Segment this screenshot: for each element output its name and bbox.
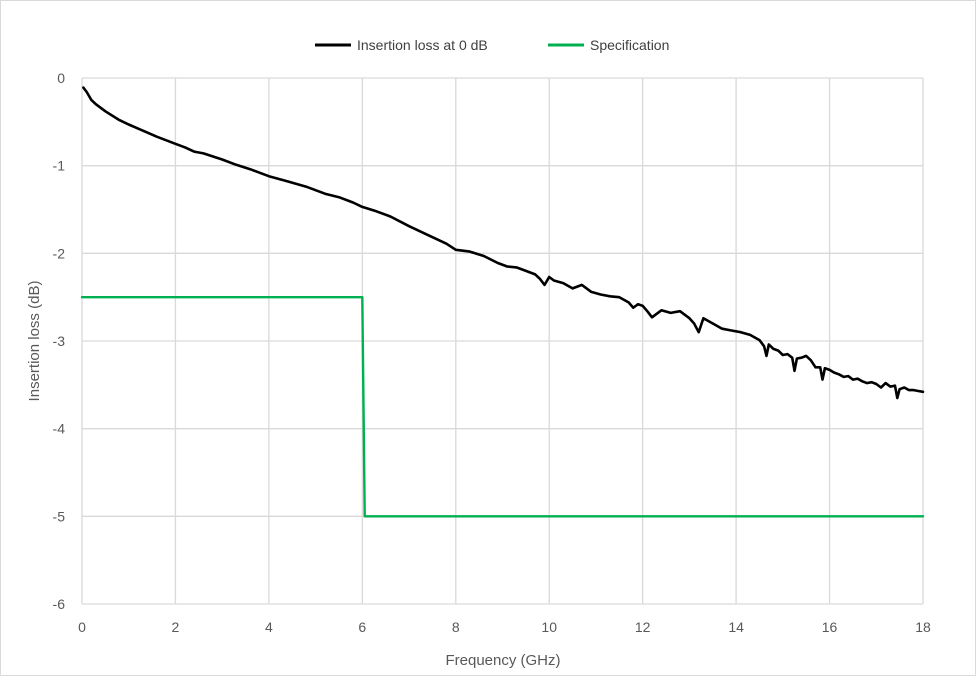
x-tick-label: 4: [265, 619, 273, 635]
specification-line: [80, 296, 925, 518]
y-axis-title: Insertion loss (dB): [26, 281, 43, 402]
y-tick-label: -6: [53, 596, 66, 612]
x-tick-label: 6: [358, 619, 366, 635]
series-layer: [80, 86, 925, 518]
legend-label-insertion-loss: Insertion loss at 0 dB: [357, 37, 488, 53]
grid-layer: [81, 77, 924, 605]
x-tick-label: 14: [728, 619, 744, 635]
tick-label-layer: 0 2 4 6 8 10 12 14 16 18 0 -1 -2 -3 -4 -5 -6: [53, 70, 931, 635]
y-tick-label: -3: [53, 333, 66, 349]
y-tick-label: -1: [53, 158, 66, 174]
y-tick-label: -4: [53, 421, 66, 437]
x-tick-label: 18: [915, 619, 931, 635]
y-tick-label: -2: [53, 245, 66, 261]
x-axis-title: Frequency (GHz): [445, 652, 560, 669]
y-tick-label: -5: [53, 508, 66, 524]
x-tick-label: 16: [822, 619, 838, 635]
x-tick-label: 10: [541, 619, 557, 635]
legend-label-specification: Specification: [590, 37, 669, 53]
x-tick-label: 12: [635, 619, 651, 635]
x-tick-label: 2: [172, 619, 180, 635]
x-tick-label: 8: [452, 619, 460, 635]
x-tick-label: 0: [78, 619, 86, 635]
y-tick-label: 0: [57, 70, 65, 86]
legend: Insertion loss at 0 dB Specification: [315, 37, 669, 53]
insertion-loss-line: [82, 86, 925, 400]
